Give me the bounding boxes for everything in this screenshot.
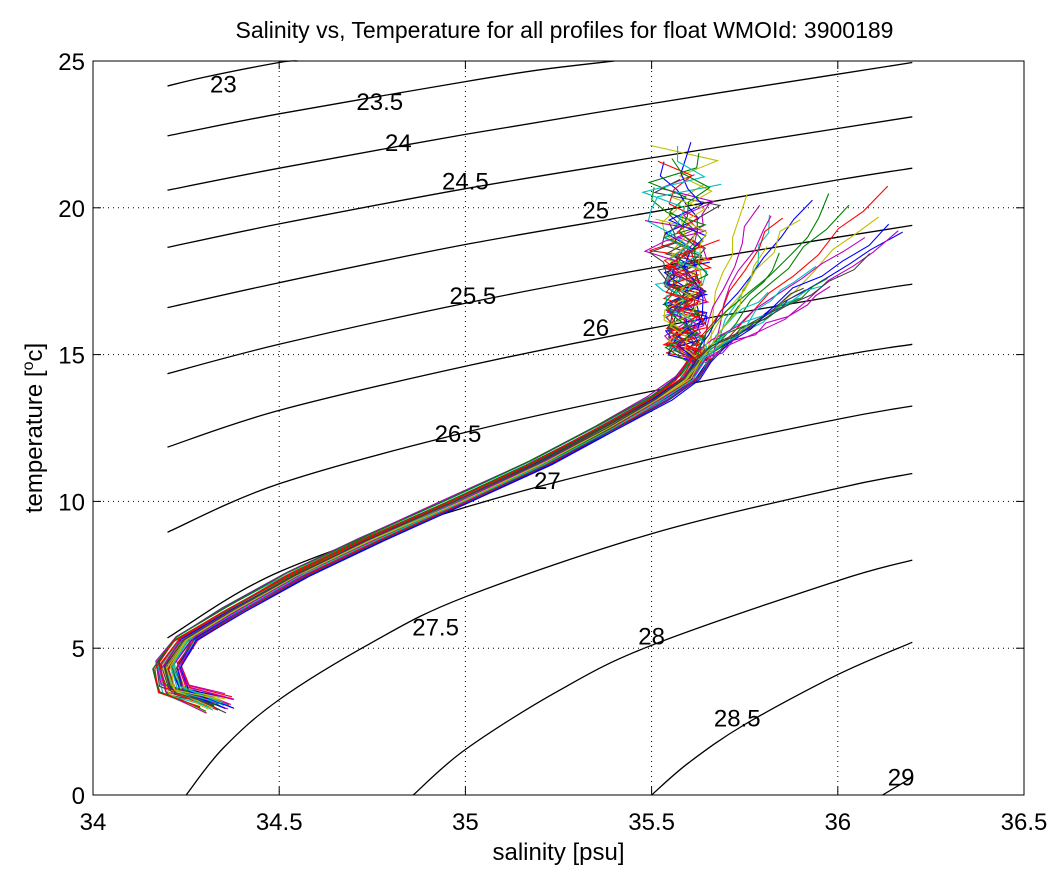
float-profile-line	[175, 289, 806, 714]
density-contour-line	[412, 559, 913, 796]
chart-title: Salinity vs, Temperature for all profile…	[236, 17, 894, 43]
y-axis-label-superscript: o	[20, 361, 37, 370]
density-contour-label: 23.5	[356, 89, 403, 116]
density-contour-label: 24.5	[442, 168, 489, 195]
x-tick-label: 36.5	[1001, 809, 1048, 836]
density-contour-line	[882, 776, 913, 796]
float-profile-line	[179, 223, 890, 709]
density-contour-line	[651, 641, 913, 796]
x-tick-label: 36	[824, 809, 851, 836]
y-tick-label: 5	[72, 636, 85, 663]
float-profile-line	[164, 216, 880, 705]
density-contour-label: 27	[534, 468, 561, 495]
density-contour-label: 28	[638, 623, 665, 650]
density-contour-line	[167, 167, 913, 309]
float-profile-line	[155, 237, 866, 697]
float-profile-line	[175, 285, 831, 695]
float-profile-line	[170, 145, 707, 705]
axis-ticks: 34 34.5 35 35.5 36 36.5 0 5 10 15 20 25	[58, 49, 1047, 836]
density-contour-label: 26.5	[435, 421, 482, 448]
plot-area-frame	[92, 60, 1025, 796]
float-profile-line	[169, 246, 768, 700]
density-contour-label: 29	[888, 764, 915, 791]
float-profiles	[152, 142, 903, 714]
y-axis-label-end: c]	[21, 343, 48, 362]
density-contour-labels: 23 23.5 24 24.5 25 25.5 26 26.5 27 27.5 28 28.5 29	[210, 71, 915, 791]
y-tick-label: 25	[58, 49, 85, 76]
density-contour-label: 25.5	[449, 283, 496, 310]
density-contour-line	[167, 116, 913, 249]
y-axis-label-main: temperature [	[21, 370, 48, 513]
density-contour-label: 23	[210, 71, 237, 98]
density-contours	[167, 60, 913, 796]
x-axis-label: salinity [psu]	[492, 839, 624, 866]
y-tick-label: 20	[58, 196, 85, 223]
density-contour-line	[167, 224, 913, 375]
x-tick-label: 35	[452, 809, 479, 836]
density-contour-line	[167, 61, 913, 191]
density-contour-line	[185, 472, 913, 796]
y-tick-label: 15	[58, 343, 85, 370]
float-profile-line	[163, 253, 871, 705]
density-contour-label: 24	[385, 130, 412, 157]
float-profile-line	[156, 193, 830, 697]
density-contour-line	[167, 283, 913, 448]
density-contour-line	[167, 343, 913, 533]
y-axis-label: temperature [oc]	[20, 343, 48, 513]
x-tick-label: 35.5	[628, 809, 675, 836]
density-contour-label: 27.5	[412, 615, 459, 642]
x-tick-label: 34	[80, 809, 107, 836]
density-contour-label: 28.5	[714, 706, 761, 733]
grid-lines	[93, 61, 1024, 795]
density-contour-label: 26	[582, 315, 609, 342]
float-profile-line	[158, 199, 813, 701]
x-tick-label: 34.5	[256, 809, 303, 836]
density-contour-line	[167, 405, 913, 639]
density-contour-line	[167, 60, 615, 137]
density-contour-label: 25	[582, 198, 609, 225]
y-tick-label: 10	[58, 489, 85, 516]
float-profile-line	[159, 204, 850, 712]
y-tick-label: 0	[72, 783, 85, 810]
